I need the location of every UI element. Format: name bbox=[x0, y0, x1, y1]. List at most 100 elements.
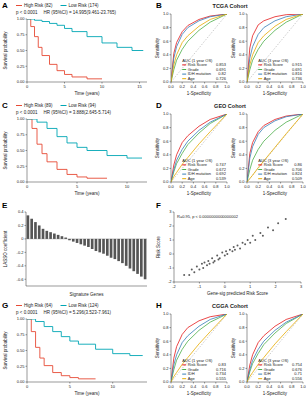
plot-area bbox=[26, 215, 147, 279]
y-tick-label: 0.0 bbox=[163, 379, 169, 384]
x-tick-label: 2 bbox=[274, 284, 277, 289]
bar bbox=[34, 222, 37, 239]
roc-curve bbox=[171, 314, 227, 382]
legend-swatch bbox=[258, 74, 262, 75]
y-tick-label: 0.25 bbox=[17, 64, 26, 69]
x-tick-label: 0.0 bbox=[244, 384, 250, 389]
bar bbox=[102, 239, 105, 254]
y-tick bbox=[173, 226, 175, 227]
y-tick bbox=[170, 141, 172, 142]
roc-panel: BTCGA Cohort0.00.20.40.60.81.00.00.20.40… bbox=[155, 1, 306, 96]
y-tick-label: 1 bbox=[169, 237, 172, 242]
scatter-point bbox=[203, 261, 205, 263]
plot-area bbox=[27, 319, 143, 379]
y-tick bbox=[26, 150, 28, 151]
y-tick bbox=[170, 327, 172, 328]
y-tick-label: 0.4 bbox=[163, 352, 169, 357]
x-tick-label: 5 bbox=[69, 384, 72, 389]
legend-swatch bbox=[182, 374, 186, 375]
x-tick-label: 1.0 bbox=[300, 84, 306, 89]
scatter-point bbox=[249, 242, 251, 244]
legend-swatch bbox=[61, 105, 67, 106]
bar bbox=[121, 239, 124, 263]
legend-auc: 0.539 bbox=[216, 176, 227, 181]
x-tick-label: 0 bbox=[26, 184, 29, 189]
annotation: p < 0.0001 bbox=[16, 10, 38, 15]
x-tick-label: 3 bbox=[300, 284, 303, 289]
bar bbox=[136, 239, 139, 274]
y-tick-label: 0.2 bbox=[239, 166, 245, 171]
roc-curve bbox=[247, 314, 303, 382]
y-tick bbox=[246, 114, 248, 115]
bar bbox=[83, 239, 86, 246]
y-tick-label: 1.0 bbox=[239, 311, 245, 316]
x-tick-label: 1.0 bbox=[224, 184, 230, 189]
y-tick bbox=[246, 127, 248, 128]
y-tick bbox=[26, 182, 28, 183]
x-axis-label: Time (years) bbox=[74, 391, 100, 396]
roc-curve bbox=[171, 114, 227, 182]
bar bbox=[95, 239, 98, 251]
x-axis-label: 1-Specificity bbox=[187, 91, 212, 96]
y-tick-label: 0.50 bbox=[17, 348, 26, 353]
y-axis bbox=[171, 14, 172, 82]
y-tick bbox=[246, 68, 248, 69]
scatter-point bbox=[226, 253, 228, 255]
y-tick-label: 0.6 bbox=[239, 339, 245, 344]
roc-curve bbox=[247, 114, 303, 182]
x-tick-label: 0 bbox=[26, 384, 29, 389]
y-tick bbox=[246, 27, 248, 28]
y-tick-label: -1 bbox=[168, 265, 172, 270]
y-tick-label: 0.6 bbox=[239, 139, 245, 144]
scatter-point bbox=[231, 250, 233, 252]
y-tick-label: -0.2 bbox=[17, 250, 25, 255]
x-axis-label: 1-Specificity bbox=[187, 391, 212, 396]
y-tick-label: 0.4 bbox=[163, 52, 169, 57]
scatter-point bbox=[206, 264, 208, 266]
roc-curve bbox=[171, 114, 227, 182]
legend-swatch bbox=[182, 69, 186, 70]
scatter-panel: F-2-10123-2-10123Risk ScoreGene-sig pred… bbox=[156, 201, 303, 296]
y-axis bbox=[171, 114, 172, 182]
x-axis bbox=[171, 82, 227, 83]
y-axis bbox=[27, 19, 28, 82]
x-axis bbox=[26, 286, 147, 287]
scatter-point bbox=[216, 254, 218, 256]
y-tick-label: 0.4 bbox=[239, 152, 245, 157]
y-tick bbox=[26, 134, 28, 135]
y-tick bbox=[25, 252, 27, 253]
annotation: R=0.95, p < 0.0000000000000002 bbox=[177, 214, 239, 219]
x-axis-label: Gene-sig predicted Risk Score bbox=[207, 291, 269, 296]
bar bbox=[49, 232, 52, 239]
y-tick bbox=[26, 350, 28, 351]
x-tick-label: 0.0 bbox=[168, 84, 174, 89]
y-tick bbox=[246, 14, 248, 15]
y-axis-label: Risk Score bbox=[156, 236, 161, 258]
y-tick bbox=[246, 168, 248, 169]
plot-area bbox=[27, 19, 143, 79]
y-tick bbox=[170, 127, 172, 128]
y-tick bbox=[246, 382, 248, 383]
y-tick bbox=[26, 34, 28, 35]
y-tick-label: 0.8 bbox=[163, 25, 169, 30]
x-axis bbox=[247, 182, 303, 183]
x-axis-label: 1-Specificity bbox=[263, 391, 288, 396]
x-tick-label: 0.8 bbox=[213, 384, 219, 389]
legend-swatch bbox=[182, 78, 186, 79]
y-axis bbox=[26, 212, 27, 286]
bar bbox=[53, 234, 56, 239]
scatter-point bbox=[188, 274, 190, 276]
plot-area bbox=[247, 314, 303, 382]
y-tick-label: 0.0 bbox=[239, 379, 245, 384]
bar bbox=[110, 239, 113, 258]
x-tick-label: 0.6 bbox=[278, 84, 284, 89]
legend-swatch bbox=[258, 174, 262, 175]
scatter-point bbox=[183, 274, 185, 276]
y-axis bbox=[171, 314, 172, 382]
panel-title: TCGA Cohort bbox=[213, 3, 248, 9]
plot-area bbox=[183, 218, 287, 276]
legend-swatch bbox=[61, 5, 67, 6]
panel-label: D bbox=[156, 101, 162, 110]
plot-area bbox=[27, 119, 142, 178]
legend-swatch bbox=[16, 305, 22, 306]
